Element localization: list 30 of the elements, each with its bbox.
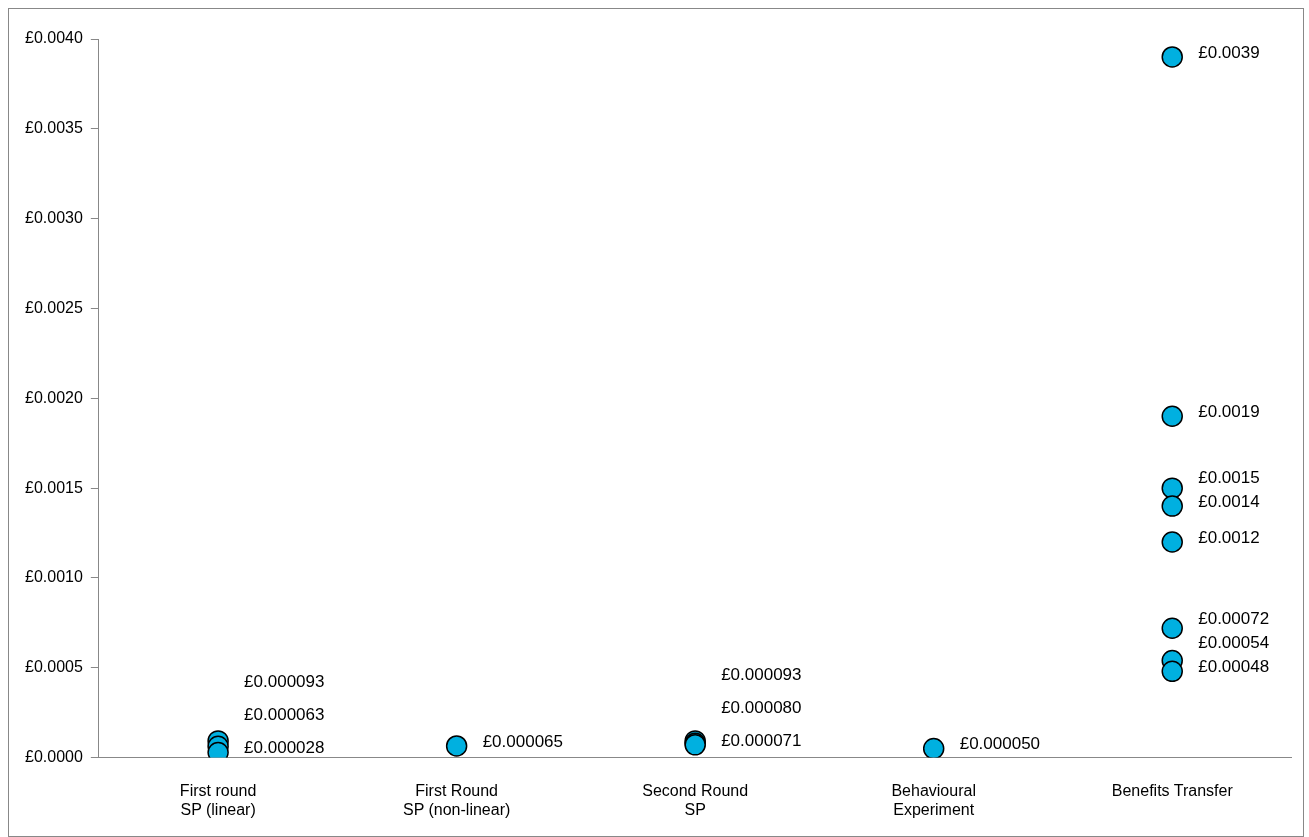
y-tick-label: £0.0025 [24,298,83,316]
x-tick-label: First round SP (linear) [179,781,257,818]
y-tick-label: £0.0015 [24,478,83,496]
data-label: £0.000065 [482,731,564,751]
data-label: £0.00072 [1198,609,1270,629]
data-label: £0.000093 [721,664,802,684]
data-label: £0.0015 [1198,467,1260,487]
data-label: £0.0039 [1198,42,1260,62]
y-tick-label: £0.0010 [24,568,83,586]
x-tick-label: First Round SP (non-linear) [402,781,511,818]
y-tick-label: £0.0035 [24,119,83,137]
data-label: £0.00054 [1198,633,1270,653]
data-label: £0.000063 [244,705,325,725]
data-label: £0.000050 [959,734,1041,754]
data-label: £0.000028 [244,738,325,758]
y-tick-label: £0.0020 [24,388,83,406]
y-tick-label: £0.0030 [24,209,83,227]
x-tick-label: Behavioural Experiment [891,781,976,818]
data-label: £0.0014 [1198,491,1260,511]
data-label: £0.0012 [1198,527,1260,547]
y-tick-label: £0.0000 [24,748,83,766]
data-label: £0.000093 [244,672,325,692]
x-tick-label: Second Round SP [642,781,749,818]
y-tick-label: £0.0005 [24,658,83,676]
data-label: £0.00048 [1198,657,1270,677]
x-tick-label: Benefits Transfer [1111,781,1234,799]
data-label: £0.000080 [721,697,802,717]
data-label: £0.0019 [1198,401,1260,421]
y-tick-label: £0.0040 [24,29,83,47]
data-label: £0.000071 [721,730,802,750]
